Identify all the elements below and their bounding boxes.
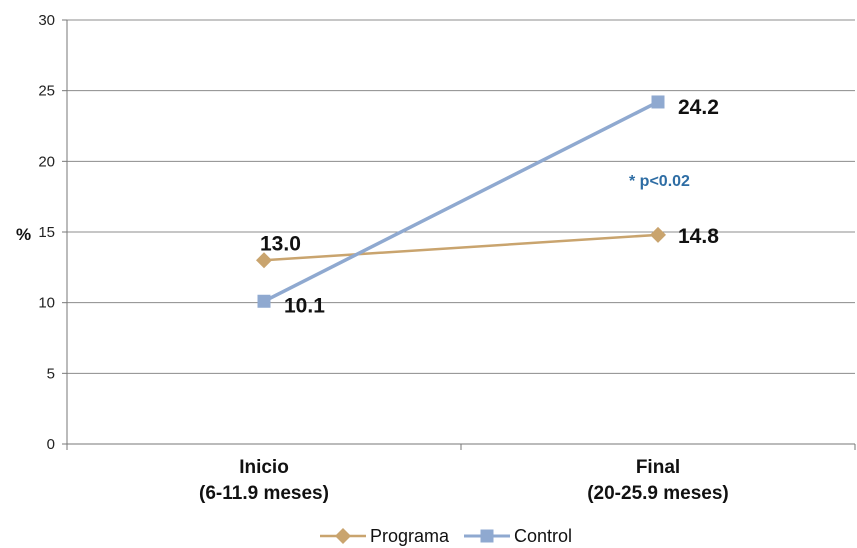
y-tick-label: 5 [47,365,55,382]
y-tick-label: 0 [47,436,55,453]
y-tick-label: 25 [38,83,55,100]
series-group [256,95,666,308]
point-programa [256,252,272,269]
series-line-programa [263,233,659,262]
point-control [257,294,271,308]
x-axis-categories: Inicio (6-11.9 meses) Final (20-25.9 meses) [199,457,729,504]
y-tick-label: 10 [38,295,55,312]
y-tick-label: 30 [38,12,55,29]
legend-marker-control [480,529,494,543]
series-line-control [263,100,659,303]
data-label-programa: 14.8 [678,225,719,248]
data-label-control: 10.1 [284,294,325,317]
y-axis-label: % [16,225,31,244]
y-axis-ticks: 0 5 10 15 20 25 30 [38,12,67,453]
significance-annotation: * p<0.02 [629,173,690,190]
x-category-label: Inicio [239,457,289,478]
legend-label-control: Control [514,526,572,546]
legend-label-programa: Programa [370,526,450,546]
data-label-programa: 13.0 [260,232,301,255]
x-category-sublabel: (6-11.9 meses) [199,483,329,504]
x-axis-ticks [66,444,856,450]
gridlines [67,19,855,374]
point-control [651,95,665,109]
x-category-label: Final [636,457,680,478]
data-label-control: 24.2 [678,96,719,119]
y-tick-label: 15 [38,224,55,241]
data-labels: 13.0 14.8 10.1 24.2 [260,96,719,317]
y-tick-label: 20 [38,153,55,170]
legend-marker-programa [335,528,351,544]
point-programa [650,226,666,243]
legend: Programa Control [320,526,572,546]
x-category-sublabel: (20-25.9 meses) [587,483,729,504]
